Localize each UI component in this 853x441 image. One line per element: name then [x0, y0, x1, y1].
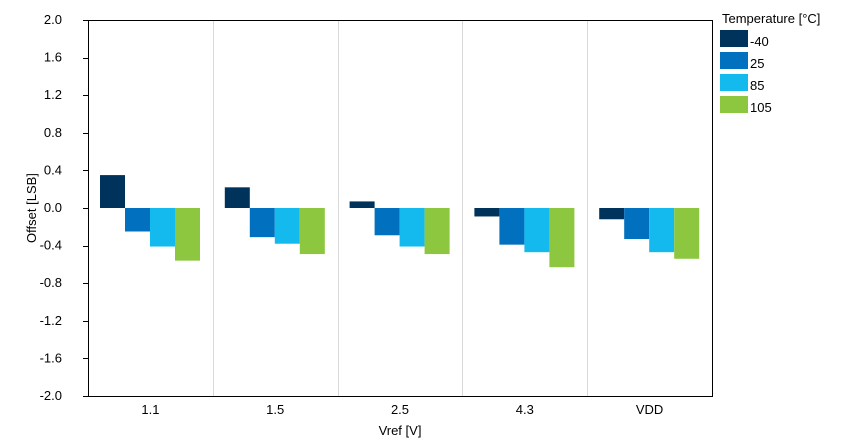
y-tick-label: -1.2 — [40, 313, 62, 328]
y-axis-ticks: 2.0 1.6 1.2 0.8 0.4 0.0 -0.4 -0.8 -1.2 -1.6 -2.0 — [40, 12, 88, 403]
bar-25-4.3 — [499, 208, 525, 245]
bar--40-1.5 — [224, 187, 250, 208]
legend-label: 85 — [750, 78, 764, 93]
y-tick-label: 2.0 — [44, 12, 62, 27]
legend-swatch-85 — [720, 74, 748, 91]
bar--40-VDD — [599, 208, 625, 220]
y-tick-label: -0.4 — [40, 238, 62, 253]
x-tick-label: 2.5 — [391, 402, 409, 417]
gridlines — [213, 20, 588, 396]
legend-swatch-105 — [720, 96, 748, 113]
x-tick-label: 1.1 — [141, 402, 159, 417]
bar-25-1.1 — [125, 208, 150, 232]
bar-105-1.5 — [299, 208, 325, 255]
bar-marks — [100, 175, 700, 268]
x-tick-label: VDD — [636, 402, 663, 417]
y-axis-label: Offset [LSB] — [24, 173, 39, 243]
y-tick-label: 1.6 — [44, 50, 62, 65]
x-tick-label: 1.5 — [266, 402, 284, 417]
legend-label: -40 — [750, 34, 769, 49]
plot-frame — [88, 20, 713, 397]
y-tick-label: -0.8 — [40, 275, 62, 290]
bar--40-2.5 — [349, 201, 375, 208]
x-axis-label: Vref [V] — [379, 423, 422, 438]
bar-25-1.5 — [249, 208, 275, 238]
bar--40-4.3 — [474, 208, 500, 217]
bar-105-2.5 — [424, 208, 450, 255]
y-tick-label: -1.6 — [40, 350, 62, 365]
bar-85-VDD — [649, 208, 675, 253]
legend-label: 25 — [750, 56, 764, 71]
legend-label: 105 — [750, 100, 772, 115]
x-tick-label: 4.3 — [516, 402, 534, 417]
y-tick-label: 0.4 — [44, 162, 62, 177]
legend: Temperature [°C] -40 25 85 105 — [720, 11, 820, 115]
legend-title: Temperature [°C] — [722, 11, 820, 26]
bar-25-2.5 — [374, 208, 400, 236]
bar-105-1.1 — [175, 208, 200, 261]
y-tick-label: -2.0 — [40, 388, 62, 403]
x-axis-ticks: 1.1 1.5 2.5 4.3 VDD — [141, 402, 663, 417]
bar-85-1.5 — [274, 208, 300, 244]
y-tick-label: 1.2 — [44, 87, 62, 102]
bar-85-1.1 — [150, 208, 175, 247]
y-tick-label: 0.8 — [44, 125, 62, 140]
bar-85-4.3 — [524, 208, 550, 253]
legend-swatch-25 — [720, 52, 748, 69]
y-tick-label: 0.0 — [44, 200, 62, 215]
bar--40-1.1 — [100, 175, 125, 208]
bar-25-VDD — [624, 208, 650, 240]
bar-85-2.5 — [399, 208, 425, 247]
bar-105-4.3 — [549, 208, 575, 268]
bar-105-VDD — [674, 208, 700, 259]
legend-swatch--40 — [720, 30, 748, 47]
